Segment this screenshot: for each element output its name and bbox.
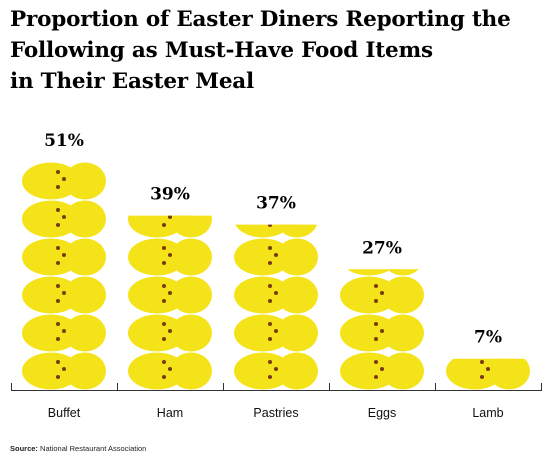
source-label: Source: [10, 444, 38, 453]
marshmallow-bunny-icon [22, 276, 106, 314]
marshmallow-bunny-icon [22, 352, 106, 390]
marshmallow-bunny-icon [340, 314, 424, 352]
data-label-eggs: 27% [362, 238, 402, 258]
bar-eggs [340, 269, 424, 390]
marshmallow-bunny-icon [340, 352, 424, 390]
title-line-2: Following as Must-Have Food Items [10, 38, 433, 63]
marshmallow-bunny-icon [234, 314, 318, 352]
data-label-pastries: 37% [256, 194, 296, 214]
data-label-lamb: 7% [474, 328, 502, 348]
source-note: Source: National Restaurant Association [10, 444, 146, 453]
marshmallow-bunny-icon [128, 215, 212, 238]
marshmallow-bunny-icon [234, 276, 318, 314]
marshmallow-bunny-icon [22, 314, 106, 352]
x-tick-label-eggs: Eggs [368, 406, 397, 420]
marshmallow-bunny-icon [128, 238, 212, 276]
marshmallow-bunny-icon [22, 238, 106, 276]
marshmallow-bunny-icon [446, 358, 530, 390]
title-line-3: in Their Easter Meal [10, 69, 254, 94]
data-label-ham: 39% [150, 185, 190, 205]
bar-ham [128, 215, 212, 390]
x-tick-label-pastries: Pastries [253, 406, 298, 420]
marshmallow-bunny-icon [22, 200, 106, 238]
marshmallow-bunny-icon [128, 314, 212, 352]
bar-pastries [234, 224, 318, 390]
x-tick-label-lamb: Lamb [472, 406, 503, 420]
source-text: National Restaurant Association [40, 444, 147, 453]
marshmallow-bunny-icon [22, 162, 106, 200]
marshmallow-bunny-icon [340, 276, 424, 314]
marshmallow-bunny-icon [234, 352, 318, 390]
bar-buffet [22, 162, 106, 390]
marshmallow-bunny-icon [128, 352, 212, 390]
chart-title: Proportion of Easter Diners Reporting th… [10, 4, 545, 97]
data-label-buffet: 51% [44, 131, 84, 151]
bar-lamb [446, 358, 530, 390]
x-tick-label-ham: Ham [157, 406, 183, 420]
title-line-1: Proportion of Easter Diners Reporting th… [10, 7, 511, 32]
marshmallow-bunny-icon [234, 238, 318, 276]
marshmallow-bunny-icon [128, 276, 212, 314]
x-tick-label-buffet: Buffet [48, 406, 81, 420]
